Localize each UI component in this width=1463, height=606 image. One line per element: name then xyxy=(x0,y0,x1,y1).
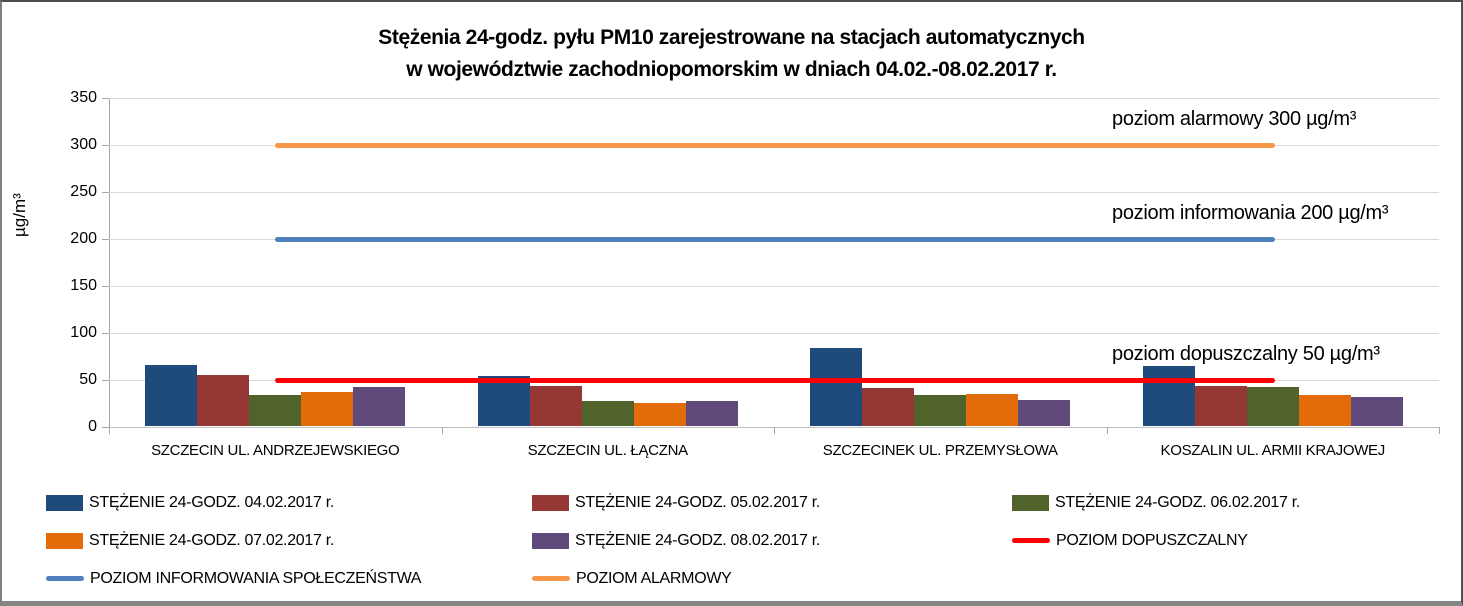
chart-title-line2: w województwie zachodniopomorskim w dnia… xyxy=(406,58,1057,81)
bar xyxy=(966,394,1019,426)
bar xyxy=(353,386,406,426)
bar xyxy=(301,392,354,426)
legend-item: STĘŻENIE 24-GODZ. 06.02.2017 r. xyxy=(1012,491,1436,514)
bar xyxy=(633,402,686,426)
category-label: SZCZECINEK UL. PRZEMYSŁOWA xyxy=(822,442,1058,459)
y-axis-tick xyxy=(102,427,109,428)
x-axis-tick xyxy=(1106,427,1108,434)
category-label: KOSZALIN UL. ARMII KRAJOWEJ xyxy=(1160,442,1386,459)
y-axis-tick xyxy=(102,145,109,146)
category-label: SZCZECIN UL. ŁĄCZNA xyxy=(527,442,688,459)
chart-title-line1: Stężenia 24-godz. pyłu PM10 zarejestrowa… xyxy=(378,26,1085,49)
legend-swatch-bar xyxy=(532,494,569,511)
legend-label: POZIOM ALARMOWY xyxy=(576,569,732,587)
reference-line-dopuszczalny xyxy=(275,377,1275,383)
legend-label: STĘŻENIE 24-GODZ. 06.02.2017 r. xyxy=(1055,493,1301,511)
bar xyxy=(249,394,302,426)
legend-label: STĘŻENIE 24-GODZ. 08.02.2017 r. xyxy=(575,531,821,549)
bar xyxy=(1194,385,1247,426)
bar xyxy=(145,364,198,426)
x-axis-tick xyxy=(441,427,443,434)
y-tick-label: 350 xyxy=(70,89,97,106)
legend-item: STĘŻENIE 24-GODZ. 05.02.2017 r. xyxy=(532,491,1012,514)
legend-item: STĘŻENIE 24-GODZ. 07.02.2017 r. xyxy=(46,529,532,552)
legend-label: STĘŻENIE 24-GODZ. 04.02.2017 r. xyxy=(89,493,335,511)
category-label: SZCZECIN UL. ANDRZEJEWSKIEGO xyxy=(151,442,400,459)
y-axis-tick xyxy=(102,380,109,381)
reference-line-alarmowy xyxy=(275,142,1275,148)
y-tick-label: 200 xyxy=(70,230,97,247)
legend-swatch-bar xyxy=(1012,494,1049,511)
chart-title: Stężenia 24-godz. pyłu PM10 zarejestrowa… xyxy=(2,22,1461,86)
legend-label: STĘŻENIE 24-GODZ. 05.02.2017 r. xyxy=(575,493,821,511)
bar xyxy=(1018,399,1071,426)
x-axis-tick xyxy=(774,427,775,434)
legend-item: STĘŻENIE 24-GODZ. 04.02.2017 r. xyxy=(46,491,532,514)
legend-label: POZIOM INFORMOWANIA SPOŁECZEŃSTWA xyxy=(90,569,422,587)
bar xyxy=(477,376,530,426)
reference-line-informowania xyxy=(275,236,1275,242)
legend-item: POZIOM ALARMOWY xyxy=(532,567,1012,590)
y-tick-label: 250 xyxy=(70,183,97,200)
chart-legend: STĘŻENIE 24-GODZ. 04.02.2017 r. STĘŻENIE … xyxy=(46,491,1436,590)
annotation-dopuszczalny: poziom dopuszczalny 50 µg/m³ xyxy=(1112,343,1380,365)
y-tick-label: 300 xyxy=(70,136,97,153)
bar xyxy=(914,394,967,426)
y-axis-tick xyxy=(102,98,109,99)
y-axis-tick xyxy=(102,286,109,287)
legend-swatch-line xyxy=(1012,538,1050,543)
bar xyxy=(197,375,250,426)
y-tick-label: 0 xyxy=(88,418,97,435)
bar xyxy=(529,385,582,426)
legend-swatch-bar xyxy=(532,532,569,549)
gridline-150 xyxy=(109,286,1439,287)
bar xyxy=(1142,365,1195,426)
plot-area xyxy=(109,98,1439,428)
bar xyxy=(810,347,863,426)
y-tick-label: 150 xyxy=(70,277,97,294)
legend-label: POZIOM DOPUSZCZALNY xyxy=(1056,531,1248,549)
annotation-informowania: poziom informowania 200 µg/m³ xyxy=(1112,202,1389,224)
y-axis-tick xyxy=(102,192,109,193)
bar xyxy=(862,388,915,426)
bar xyxy=(1350,396,1403,426)
bar xyxy=(1246,387,1299,426)
gridline-100 xyxy=(109,333,1439,334)
y-axis-line xyxy=(109,98,110,434)
legend-item: POZIOM DOPUSZCZALNY xyxy=(1012,529,1436,552)
x-axis-tick xyxy=(1439,427,1440,434)
annotation-alarmowy: poziom alarmowy 300 µg/m³ xyxy=(1112,108,1357,130)
gridline-250 xyxy=(109,192,1439,193)
legend-label: STĘŻENIE 24-GODZ. 07.02.2017 r. xyxy=(89,531,335,549)
x-axis-tick xyxy=(109,427,110,434)
legend-item: STĘŻENIE 24-GODZ. 08.02.2017 r. xyxy=(532,529,1012,552)
bar xyxy=(581,400,634,426)
bar xyxy=(685,400,738,426)
legend-swatch-bar xyxy=(46,494,83,511)
legend-item: POZIOM INFORMOWANIA SPOŁECZEŃSTWA xyxy=(46,567,532,590)
gridline-350 xyxy=(109,98,1439,99)
y-axis-tick xyxy=(102,239,109,240)
legend-swatch-bar xyxy=(46,532,83,549)
legend-swatch-line xyxy=(532,576,570,581)
legend-swatch-line xyxy=(46,576,84,581)
y-tick-label: 100 xyxy=(70,324,97,341)
bar xyxy=(1298,394,1351,426)
y-axis-tick xyxy=(102,333,109,334)
y-axis-title: µg/m³ xyxy=(10,193,29,237)
y-tick-label: 50 xyxy=(79,371,97,388)
